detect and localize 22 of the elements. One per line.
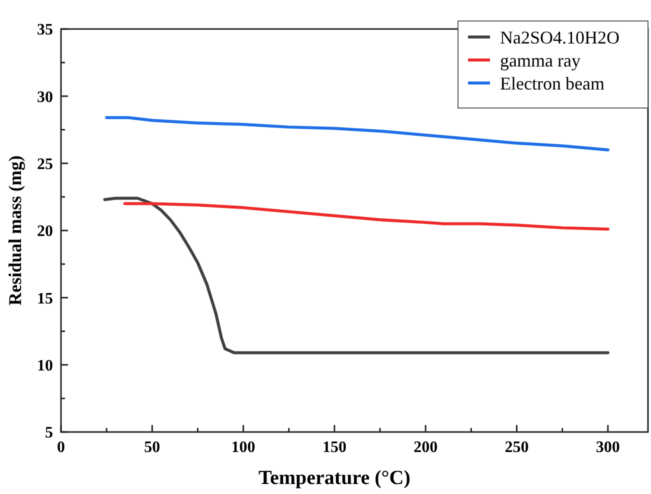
y-tick-label: 35 bbox=[37, 22, 53, 39]
x-tick-label: 250 bbox=[504, 439, 529, 456]
x-axis-title: Temperature (°C) bbox=[258, 467, 410, 489]
y-tick-label: 25 bbox=[37, 156, 53, 173]
legend-label: Electron beam bbox=[500, 73, 604, 94]
y-tick-label: 10 bbox=[37, 357, 53, 374]
line-series bbox=[105, 116, 610, 152]
x-tick-label: 0 bbox=[57, 439, 65, 456]
line-series bbox=[123, 202, 610, 231]
x-tick-label: 150 bbox=[322, 439, 346, 456]
y-tick-label: 20 bbox=[37, 223, 53, 240]
x-tick-label: 200 bbox=[414, 439, 438, 456]
x-tick-label: 100 bbox=[231, 439, 256, 456]
x-tick-label: 50 bbox=[144, 439, 160, 456]
y-tick-label: 5 bbox=[45, 424, 53, 442]
y-axis-title: Residual mass (mg) bbox=[5, 155, 25, 306]
legend-label: Na2SO4.10H2O bbox=[500, 27, 620, 48]
x-tick-label: 300 bbox=[596, 439, 620, 456]
y-tick-label: 15 bbox=[37, 290, 53, 308]
y-tick-label: 30 bbox=[37, 88, 53, 106]
line-series bbox=[103, 196, 610, 354]
legend-label: gamma ray bbox=[500, 50, 580, 70]
